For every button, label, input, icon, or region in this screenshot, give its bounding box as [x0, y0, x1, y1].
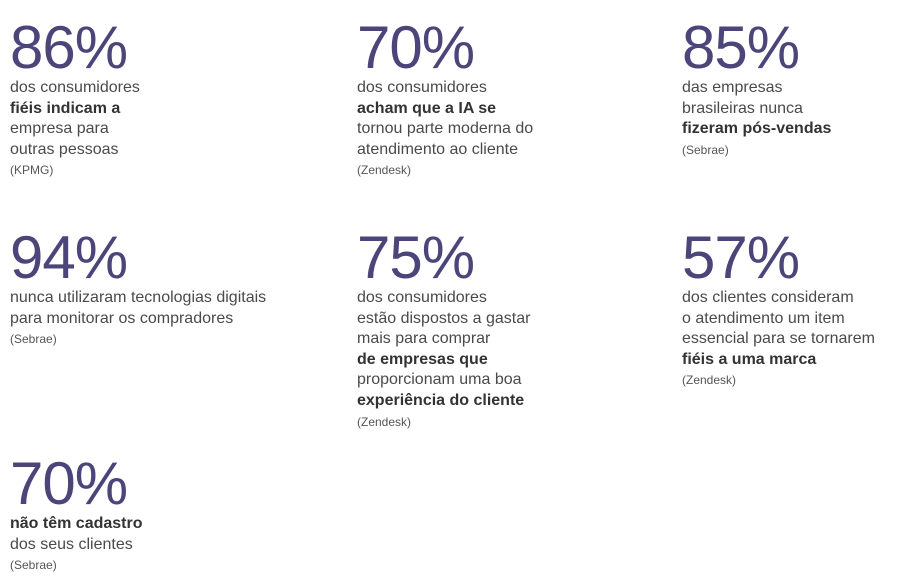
- stat-text: das empresas: [682, 79, 783, 96]
- stat-source: (Sebrae): [682, 142, 729, 157]
- stat-source: (KPMG): [10, 163, 54, 178]
- stat-text: fiéis indicam a: [10, 99, 121, 117]
- stat-item: 94% nunca utilizaram tecnologias digitais…: [10, 228, 266, 350]
- stat-text: dos clientes consideram: [682, 289, 854, 306]
- stat-source: (Sebrae): [10, 558, 57, 573]
- stat-source: (Zendesk): [682, 373, 737, 388]
- stat-item: 70% dos consumidores acham que a IA se torn…: [357, 18, 533, 181]
- stat-value: 70%: [357, 14, 475, 81]
- stat-value: 57%: [682, 224, 800, 291]
- stat-source: (Sebrae): [10, 332, 57, 347]
- stat-text: empresa para: [10, 120, 109, 138]
- stat-text: essencial para se tornarem: [682, 330, 875, 348]
- stat-text: experiência do cliente: [357, 391, 525, 409]
- stat-source: (Zendesk): [357, 414, 412, 429]
- stat-text: para monitorar os compradores: [10, 309, 234, 327]
- stat-item: 57% dos clientes consideram o atendimento …: [682, 228, 875, 391]
- stat-item: 85% das empresas brasileiras nunca fizeram …: [682, 18, 831, 161]
- stat-text: estão dispostos a gastar: [357, 309, 531, 327]
- stat-item: 75% dos consumidores estão dispostos a gas…: [357, 228, 530, 433]
- stat-text: mais para comprar: [357, 330, 491, 348]
- stat-text: o atendimento um item: [682, 309, 845, 327]
- stat-text: fizeram pós-vendas: [682, 120, 832, 138]
- stat-value: 94%: [10, 224, 128, 291]
- stat-item: 86% dos consumidores fiéis indicam a empres…: [10, 18, 140, 181]
- stat-text: brasileiras nunca: [682, 99, 803, 117]
- stat-text: de empresas que: [357, 350, 488, 368]
- stat-text: dos consumidores: [357, 289, 487, 306]
- stat-text: outras pessoas: [10, 140, 119, 158]
- stat-text: dos seus clientes: [10, 535, 133, 553]
- stat-text: atendimento ao cliente: [357, 140, 518, 158]
- stat-text: acham que a IA se: [357, 99, 497, 117]
- stat-source: (Zendesk): [357, 163, 412, 178]
- stat-value: 75%: [357, 224, 475, 291]
- stat-text: dos consumidores: [357, 79, 487, 96]
- stat-value: 86%: [10, 14, 128, 81]
- stat-text: dos consumidores: [10, 79, 140, 96]
- stat-value: 85%: [682, 14, 800, 81]
- stat-text: proporcionam uma boa: [357, 371, 522, 389]
- stat-text: não têm cadastro: [10, 515, 143, 532]
- stat-text: tornou parte moderna do: [357, 120, 534, 138]
- stat-item: 70% não têm cadastro dos seus clientes (Seb…: [10, 454, 142, 576]
- stat-text: fiéis a uma marca: [682, 350, 817, 368]
- stat-text: nunca utilizaram tecnologias digitais: [10, 289, 267, 306]
- stat-value: 70%: [10, 450, 128, 517]
